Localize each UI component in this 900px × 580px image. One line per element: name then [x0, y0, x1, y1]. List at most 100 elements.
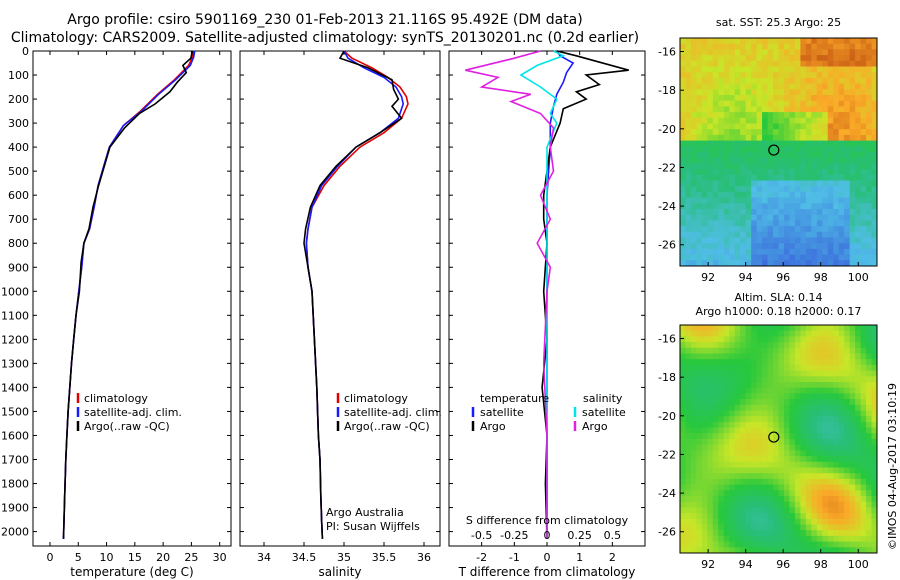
series-line-argo — [303, 50, 403, 539]
legend-label-argo: Argo(..raw -QC) — [84, 420, 170, 433]
map-x-tick-label: 100 — [848, 558, 869, 571]
temperature-profile-frame — [32, 50, 232, 547]
x-tick-label: 15 — [128, 551, 142, 564]
series-line-s-argo — [465, 50, 555, 539]
sst-map-cells — [680, 38, 877, 266]
sla-map-frame — [679, 324, 878, 554]
map-y-tick-label: -18 — [658, 371, 676, 384]
legend-label-sal_argo: Argo — [582, 420, 608, 433]
series-line-t-argo — [541, 50, 629, 539]
pi-name-label: PI: Susan Wijffels — [326, 520, 420, 533]
x-tick-label: 35.5 — [372, 551, 397, 564]
depth-tick-label: 100 — [8, 69, 29, 82]
x-tick-label: 30 — [213, 551, 227, 564]
x-axis-label: T difference from climatology — [458, 565, 636, 579]
x2-tick-label: 0 — [544, 529, 551, 542]
title-line-1: Argo profile: csiro 5901169_230 01-Feb-2… — [67, 12, 583, 28]
map-x-tick-label: 94 — [739, 271, 753, 284]
depth-tick-label: 1000 — [1, 285, 29, 298]
depth-tick-label: 600 — [8, 189, 29, 202]
depth-tick-label: 300 — [8, 117, 29, 130]
depth-tick-label: 1300 — [1, 357, 29, 370]
sst-map-frame — [679, 37, 878, 267]
x-tick-label: 5 — [75, 551, 82, 564]
map-y-tick-label: -24 — [658, 487, 676, 500]
argo-australia-label: Argo Australia — [326, 506, 404, 519]
depth-tick-label: 400 — [8, 141, 29, 154]
depth-tick-label: 1100 — [1, 309, 29, 322]
x2-tick-label: -0.25 — [500, 529, 528, 542]
sst-map-title: sat. SST: 25.3 Argo: 25 — [716, 16, 841, 29]
x-axis-label: temperature (deg C) — [70, 565, 193, 579]
depth-tick-label: 500 — [8, 165, 29, 178]
legend-title-salinity: salinity — [583, 392, 623, 405]
x2-tick-label: -0.5 — [471, 529, 492, 542]
x2-tick-label: 0.25 — [567, 529, 592, 542]
depth-tick-label: 0 — [22, 45, 29, 58]
map-x-tick-label: 92 — [701, 271, 715, 284]
x-tick-label: 1 — [576, 551, 583, 564]
x-tick-label: 35 — [337, 551, 351, 564]
map-y-tick-label: -20 — [658, 410, 676, 423]
x-axis-label: salinity — [318, 565, 361, 579]
sla-map-title-2: Argo h1000: 0.18 h2000: 0.17 — [696, 305, 862, 318]
difference-profile-series — [465, 50, 629, 539]
x-tick-label: 20 — [156, 551, 170, 564]
series-line-s-satellite — [519, 50, 566, 539]
legend-label-climatology: climatology — [84, 392, 148, 405]
map-y-tick-label: -22 — [658, 161, 676, 174]
depth-tick-label: 2000 — [1, 526, 29, 539]
legend-label-satellite: satellite-adj. clim. — [344, 406, 442, 419]
x-tick-label: -1 — [509, 551, 520, 564]
map-y-tick-label: -20 — [658, 123, 676, 136]
x-tick-label: 0 — [46, 551, 53, 564]
title-line-2: Climatology: CARS2009. Satellite-adjuste… — [10, 30, 640, 46]
map-y-tick-label: -16 — [658, 333, 676, 346]
map-y-tick-label: -26 — [658, 526, 676, 539]
legend-label-t-satellite: satellite — [480, 406, 524, 419]
x-tick-label: 0 — [544, 551, 551, 564]
x-tick-label: 10 — [100, 551, 114, 564]
depth-tick-label: 200 — [8, 93, 29, 106]
legend-label-argo: Argo(..raw -QC) — [344, 420, 430, 433]
sla-map-cells — [680, 325, 877, 553]
map-x-tick-label: 94 — [739, 558, 753, 571]
argo-position-marker — [768, 144, 780, 156]
x2-tick-label: 0.5 — [604, 529, 622, 542]
map-x-tick-label: 98 — [814, 558, 828, 571]
legend-label-climatology: climatology — [344, 392, 408, 405]
legend-label-satellite: satellite-adj. clim. — [84, 406, 182, 419]
depth-tick-label: 1600 — [1, 429, 29, 442]
depth-tick-label: 900 — [8, 261, 29, 274]
map-y-tick-label: -22 — [658, 448, 676, 461]
argo-position-marker — [768, 431, 780, 443]
x2-axis-label: S difference from climatology — [466, 514, 629, 527]
map-x-tick-label: 96 — [776, 271, 790, 284]
depth-tick-label: 1500 — [1, 405, 29, 418]
temperature-profile-series — [62, 50, 196, 539]
map-y-tick-label: -26 — [658, 239, 676, 252]
legend-label-sal_satellite: satellite — [582, 406, 626, 419]
depth-tick-label: 1700 — [1, 453, 29, 466]
map-y-tick-label: -16 — [658, 46, 676, 59]
x-tick-label: 34.5 — [292, 551, 317, 564]
x-tick-label: -2 — [476, 551, 487, 564]
x-tick-label: 2 — [609, 551, 616, 564]
x-tick-label: 36 — [417, 551, 431, 564]
map-x-tick-label: 92 — [701, 558, 715, 571]
x-tick-label: 34 — [257, 551, 271, 564]
legend-title-temperature: temperature — [480, 392, 549, 405]
depth-tick-label: 1900 — [1, 502, 29, 515]
series-line-argo — [62, 50, 194, 539]
depth-tick-label: 700 — [8, 213, 29, 226]
map-y-tick-label: -18 — [658, 84, 676, 97]
salinity-profile-frame — [239, 50, 441, 547]
map-x-tick-label: 98 — [814, 271, 828, 284]
depth-tick-label: 800 — [8, 237, 29, 250]
depth-tick-label: 1200 — [1, 333, 29, 346]
sla-map-title-1: Altim. SLA: 0.14 — [734, 291, 822, 304]
map-x-tick-label: 100 — [848, 271, 869, 284]
legend-label-t-argo: Argo — [480, 420, 506, 433]
depth-tick-label: 1800 — [1, 478, 29, 491]
